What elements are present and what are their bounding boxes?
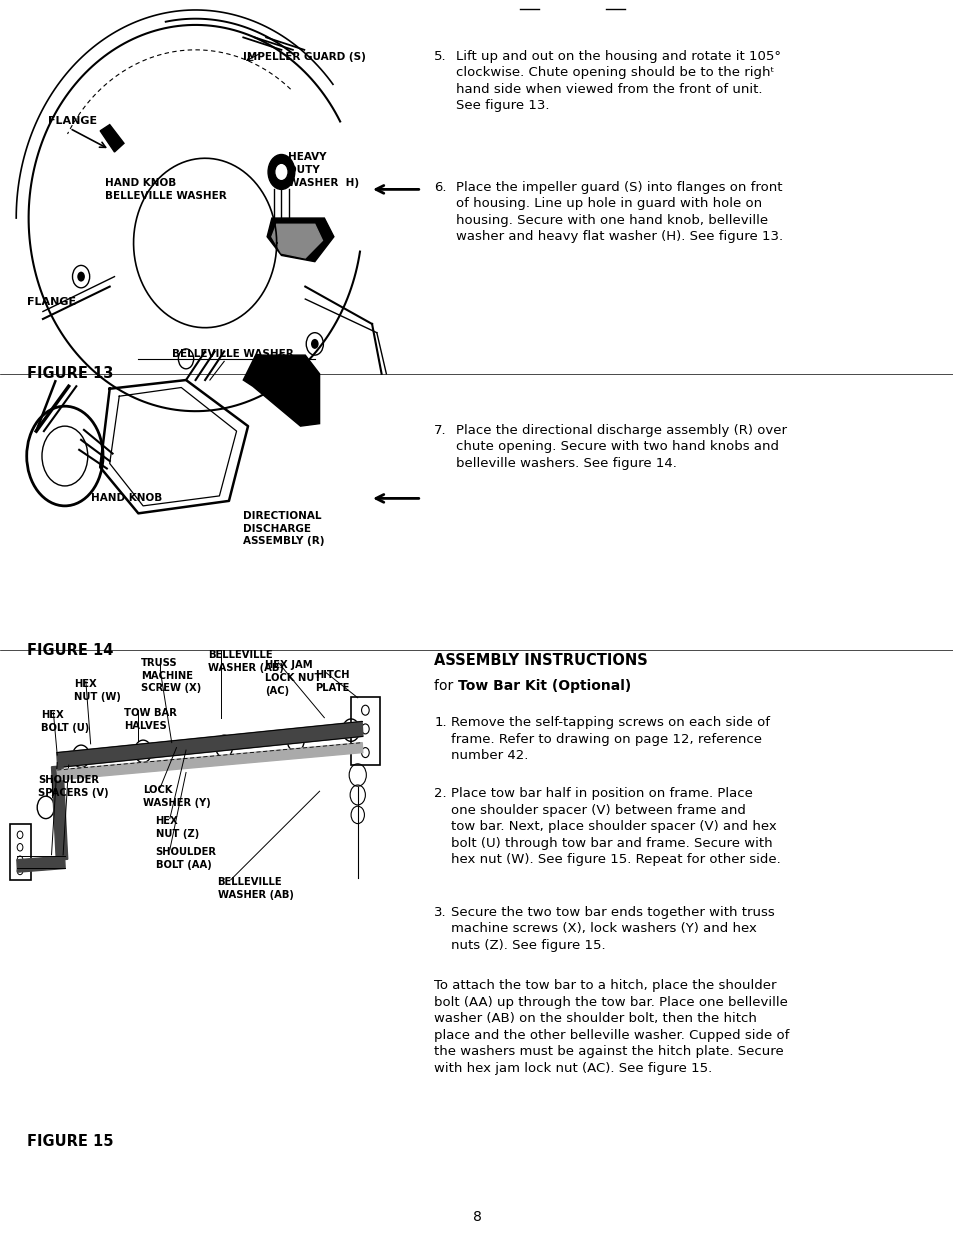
Text: 8: 8 xyxy=(472,1210,481,1224)
Text: TRUSS
MACHINE
SCREW (X): TRUSS MACHINE SCREW (X) xyxy=(141,658,201,694)
Text: TOW BAR
HALVES: TOW BAR HALVES xyxy=(124,708,176,730)
Text: FIGURE 13: FIGURE 13 xyxy=(27,366,113,381)
Text: 6.: 6. xyxy=(434,181,446,193)
Text: 2.: 2. xyxy=(434,787,446,800)
Polygon shape xyxy=(57,721,362,768)
Circle shape xyxy=(268,155,294,189)
Text: HEAVY
DUTY
WASHER  H): HEAVY DUTY WASHER H) xyxy=(288,152,359,188)
Text: BELLEVILLE WASHER: BELLEVILLE WASHER xyxy=(172,349,294,359)
Text: 5.: 5. xyxy=(434,50,446,62)
Text: HAND KNOB
BELLEVILLE WASHER: HAND KNOB BELLEVILLE WASHER xyxy=(105,178,227,201)
Text: HITCH
PLATE: HITCH PLATE xyxy=(314,670,349,693)
Text: HEX
BOLT (U): HEX BOLT (U) xyxy=(41,710,90,733)
Text: 3.: 3. xyxy=(434,906,446,918)
Circle shape xyxy=(274,163,288,181)
Text: BELLEVILLE
WASHER (AB): BELLEVILLE WASHER (AB) xyxy=(208,650,284,673)
Text: 7.: 7. xyxy=(434,424,446,436)
Text: Lift up and out on the housing and rotate it 105°
clockwise. Chute opening shoul: Lift up and out on the housing and rotat… xyxy=(456,50,781,112)
Polygon shape xyxy=(51,766,68,860)
Text: Tow Bar Kit (Optional): Tow Bar Kit (Optional) xyxy=(457,679,631,693)
Text: Secure the two tow bar ends together with truss
machine screws (X), lock washers: Secure the two tow bar ends together wit… xyxy=(451,906,774,952)
Text: Place tow bar half in position on frame. Place
one shoulder spacer (V) between f: Place tow bar half in position on frame.… xyxy=(451,787,781,866)
Text: HEX
NUT (W): HEX NUT (W) xyxy=(74,679,121,701)
Text: To attach the tow bar to a hitch, place the shoulder
bolt (AA) up through the to: To attach the tow bar to a hitch, place … xyxy=(434,979,789,1075)
Text: IMPELLER GUARD (S): IMPELLER GUARD (S) xyxy=(243,52,366,62)
Text: FLANGE: FLANGE xyxy=(48,116,96,126)
Text: FLANGE: FLANGE xyxy=(27,297,75,307)
Polygon shape xyxy=(272,224,322,258)
Text: 1.: 1. xyxy=(434,716,446,729)
Text: BELLEVILLE
WASHER (AB): BELLEVILLE WASHER (AB) xyxy=(217,877,294,900)
Text: LOCK
WASHER (Y): LOCK WASHER (Y) xyxy=(143,785,211,807)
Polygon shape xyxy=(243,355,319,426)
Bar xyxy=(351,697,379,765)
Polygon shape xyxy=(57,743,362,780)
Polygon shape xyxy=(17,856,65,872)
Text: SHOULDER
BOLT (AA): SHOULDER BOLT (AA) xyxy=(155,847,216,870)
Circle shape xyxy=(311,339,318,349)
Text: FIGURE 14: FIGURE 14 xyxy=(27,643,113,658)
Text: for: for xyxy=(434,679,457,693)
Text: Place the directional discharge assembly (R) over
chute opening. Secure with two: Place the directional discharge assembly… xyxy=(456,424,786,470)
Text: FIGURE 15: FIGURE 15 xyxy=(27,1134,113,1149)
Text: HEX JAM
LOCK NUT
(AC): HEX JAM LOCK NUT (AC) xyxy=(265,660,321,697)
Text: SHOULDER
SPACERS (V): SHOULDER SPACERS (V) xyxy=(38,775,109,797)
Text: DIRECTIONAL
DISCHARGE
ASSEMBLY (R): DIRECTIONAL DISCHARGE ASSEMBLY (R) xyxy=(243,511,324,547)
Text: HAND KNOB: HAND KNOB xyxy=(91,493,162,503)
Text: ASSEMBLY INSTRUCTIONS: ASSEMBLY INSTRUCTIONS xyxy=(434,653,647,668)
Bar xyxy=(10,824,30,880)
Text: Place the impeller guard (S) into flanges on front
of housing. Line up hole in g: Place the impeller guard (S) into flange… xyxy=(456,181,782,243)
Text: Remove the self-tapping screws on each side of
frame. Refer to drawing on page 1: Remove the self-tapping screws on each s… xyxy=(451,716,769,763)
Polygon shape xyxy=(267,218,334,262)
Circle shape xyxy=(77,272,85,282)
Polygon shape xyxy=(100,125,124,152)
Text: HEX
NUT (Z): HEX NUT (Z) xyxy=(155,816,198,839)
